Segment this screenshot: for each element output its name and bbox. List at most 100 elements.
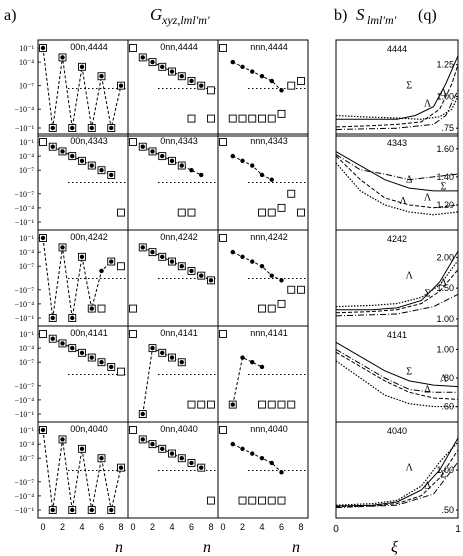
y-tick-label: 10⁻⁷ xyxy=(19,262,34,271)
y-tick-label: 10⁻¹ xyxy=(19,44,34,53)
open-square-point xyxy=(228,114,237,123)
curve-label: Δ xyxy=(424,384,431,395)
filled-point xyxy=(140,55,145,60)
filled-point xyxy=(79,254,85,260)
filled-point xyxy=(240,64,245,70)
open-square-point xyxy=(267,304,276,313)
filled-point xyxy=(179,456,184,461)
right-curve xyxy=(335,360,458,408)
open-square-point xyxy=(277,203,286,212)
right-curve xyxy=(335,151,458,192)
right-y-tick-label: 1.50 xyxy=(436,283,454,293)
right-curve xyxy=(335,89,459,130)
plots-layer: 10⁻¹ 10⁻⁴ 10⁻⁷ −10⁻⁴ −10⁻¹ 00n,4444 0nn,4444 nn… xyxy=(14,39,461,535)
open-square-point xyxy=(238,496,247,505)
open-square-point xyxy=(219,44,227,52)
panel-b-title-main: S xyxy=(356,5,365,24)
y-tick-label: 10⁻⁴ xyxy=(19,344,34,353)
open-square-point xyxy=(297,285,305,294)
filled-point xyxy=(199,172,204,178)
curve-label: Σ xyxy=(406,80,412,91)
filled-point xyxy=(250,163,255,168)
open-square-point xyxy=(187,400,196,409)
filled-point xyxy=(169,158,175,164)
filled-point xyxy=(250,259,255,264)
right-panel-title: 4343 xyxy=(387,138,407,148)
x-tick-label: 6 xyxy=(189,522,194,532)
filled-point xyxy=(240,355,245,360)
subplot-frame xyxy=(217,421,309,519)
connect-line xyxy=(232,443,282,473)
filled-point xyxy=(199,83,204,88)
filled-point xyxy=(70,315,75,321)
right-panel-title: 4444 xyxy=(387,44,407,54)
y-tick-label: −10⁻¹ xyxy=(15,218,35,227)
right-curve xyxy=(335,348,458,393)
y-tick-label: −10⁻¹ xyxy=(15,506,35,515)
filled-point xyxy=(179,360,184,365)
right-curve xyxy=(335,437,459,507)
x-label-n-1: n xyxy=(115,539,123,556)
filled-point xyxy=(60,55,65,60)
subplot-title: 00n,4343 xyxy=(70,136,108,146)
filled-point xyxy=(109,507,114,513)
y-tick-label: −10⁻⁷ xyxy=(14,478,34,487)
filled-point xyxy=(240,158,245,164)
open-square-point xyxy=(187,208,196,217)
filled-point xyxy=(89,125,94,131)
open-square-point xyxy=(258,496,266,505)
y-tick-label: 10⁻⁴ xyxy=(19,152,34,161)
open-square-point xyxy=(129,304,137,313)
open-square-point xyxy=(258,114,266,123)
filled-point xyxy=(70,507,75,513)
filled-point xyxy=(259,364,265,370)
open-square-point xyxy=(297,208,305,217)
open-square-point xyxy=(117,208,125,217)
filled-point xyxy=(179,163,184,168)
open-square-point xyxy=(219,234,227,242)
x-tick-label: 2 xyxy=(240,522,245,532)
filled-point xyxy=(279,88,284,93)
filled-point xyxy=(60,245,65,250)
open-square-point xyxy=(219,138,227,146)
filled-point xyxy=(40,235,46,241)
filled-point xyxy=(109,125,114,131)
subplot-title: 0nn,4040 xyxy=(160,424,198,434)
subplot-title: nnn,4141 xyxy=(250,328,288,338)
open-square-point xyxy=(277,299,286,308)
filled-point xyxy=(259,456,265,461)
filled-point xyxy=(150,249,155,255)
filled-point xyxy=(109,172,114,178)
filled-point xyxy=(250,451,255,456)
y-tick-label: 10⁻⁴ xyxy=(19,58,34,67)
x-label-n-2: n xyxy=(203,539,211,556)
curve-label: Σ xyxy=(440,470,446,481)
curve-label: Δ xyxy=(406,174,413,185)
filled-point xyxy=(140,245,145,250)
open-square-point xyxy=(129,138,137,146)
open-square-point xyxy=(258,304,266,313)
filled-point xyxy=(230,153,235,159)
panel-a-title-sub: xyz,lml′m′ xyxy=(161,13,210,27)
filled-point xyxy=(279,470,284,475)
curve-label: Σ xyxy=(440,182,446,193)
curve-label: Δ xyxy=(440,88,447,99)
y-tick-label: 10⁻⁷ xyxy=(19,454,34,463)
x-tick-label: 0 xyxy=(220,522,225,532)
y-tick-label: 10⁻⁷ xyxy=(19,82,34,91)
y-tick-label: −10⁻¹ xyxy=(15,314,35,323)
right-curve xyxy=(336,250,459,311)
open-square-point xyxy=(238,114,247,123)
filled-point xyxy=(230,59,235,65)
curve-label: Λ xyxy=(440,374,448,385)
filled-point xyxy=(189,78,194,84)
right-x-tick-1: 1 xyxy=(455,524,461,535)
subplot-frame xyxy=(37,39,129,137)
subplot-frame xyxy=(37,421,129,519)
y-tick-label: 10⁻⁴ xyxy=(19,248,34,257)
x-label-n-3: n xyxy=(292,539,300,556)
right-y-tick-label: 1.00 xyxy=(436,344,454,354)
right-y-tick-label: 1.00 xyxy=(436,314,454,324)
filled-point xyxy=(50,336,55,341)
right-curve xyxy=(335,96,459,120)
